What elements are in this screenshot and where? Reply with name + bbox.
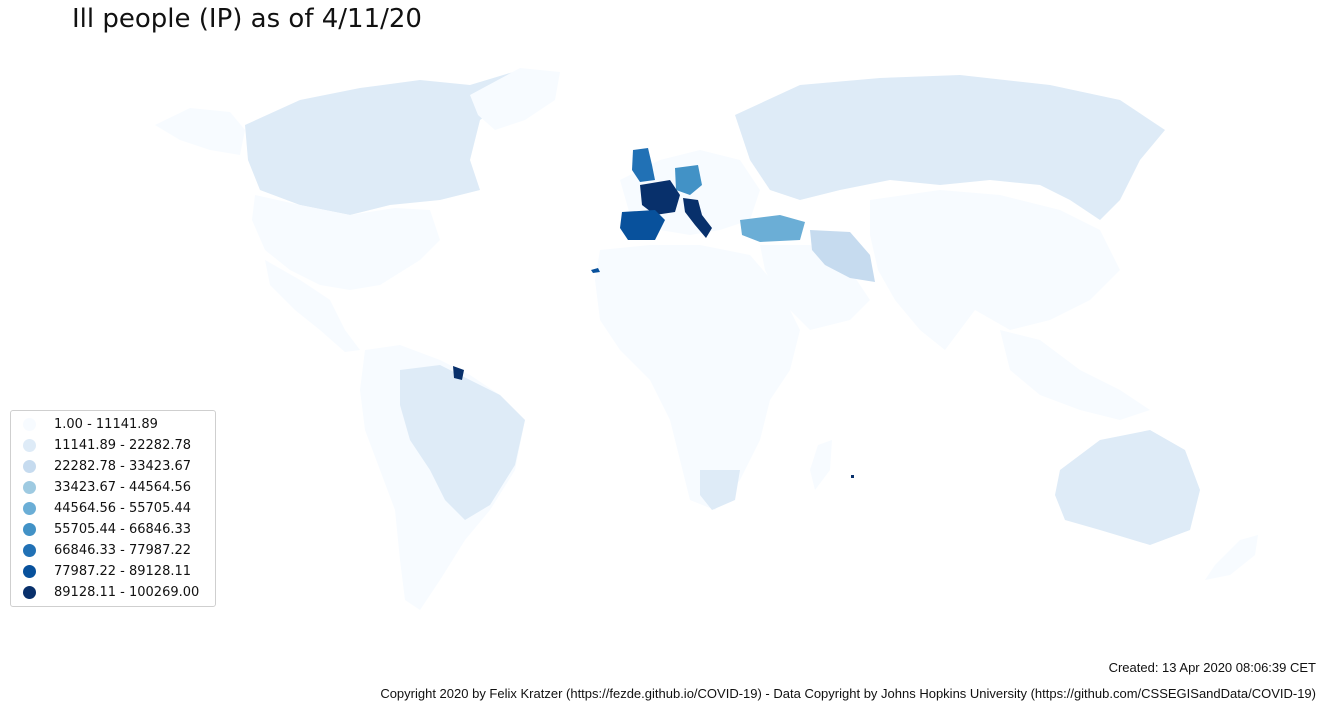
region-french-guiana [453,366,464,380]
map-legend: 1.00 - 11141.89 11141.89 - 22282.78 22282.… [10,410,216,607]
legend-swatch [23,460,36,473]
created-timestamp: Created: 13 Apr 2020 08:06:39 CET [1108,660,1316,675]
region-madagascar [810,440,832,490]
region-mexico [265,260,360,352]
legend-item: 66846.33 - 77987.22 [11,540,215,561]
legend-swatch [23,565,36,578]
legend-item: 33423.67 - 44564.56 [11,477,215,498]
legend-item: 44564.56 - 55705.44 [11,498,215,519]
legend-label: 55705.44 - 66846.33 [54,522,192,537]
legend-item: 11141.89 - 22282.78 [11,435,215,456]
legend-label: 44564.56 - 55705.44 [54,501,192,516]
region-reunion [851,475,854,478]
region-southeast-asia [1000,330,1150,420]
copyright-notice: Copyright 2020 by Felix Kratzer (https:/… [380,686,1316,701]
legend-label: 77987.22 - 89128.11 [54,564,192,579]
region-italy [683,198,712,238]
region-asia [870,190,1120,350]
region-iran [810,230,875,282]
legend-swatch [23,418,36,431]
region-canary-islands [591,268,600,273]
legend-swatch [23,481,36,494]
legend-item: 22282.78 - 33423.67 [11,456,215,477]
legend-label: 33423.67 - 44564.56 [54,480,192,495]
region-russia [735,75,1165,220]
legend-swatch [23,439,36,452]
region-alaska [155,108,245,155]
region-brazil [400,365,525,520]
region-germany [675,165,702,195]
legend-swatch [23,544,36,557]
region-canada [245,70,520,215]
legend-label: 11141.89 - 22282.78 [54,438,192,453]
legend-label: 1.00 - 11141.89 [54,417,158,432]
region-spain [620,210,665,240]
region-turkey [740,215,805,242]
legend-item: 1.00 - 11141.89 [11,414,215,435]
legend-label: 66846.33 - 77987.22 [54,543,192,558]
legend-item: 77987.22 - 89128.11 [11,561,215,582]
legend-item: 89128.11 - 100269.00 [11,582,215,603]
legend-swatch [23,502,36,515]
region-africa [595,245,800,510]
region-south-africa [700,470,740,510]
legend-label: 22282.78 - 33423.67 [54,459,192,474]
legend-swatch [23,523,36,536]
region-new-zealand [1205,535,1258,580]
region-australia [1055,430,1200,545]
region-uk [632,148,655,182]
map-title: Ill people (IP) as of 4/11/20 [72,4,422,34]
legend-label: 89128.11 - 100269.00 [54,585,200,600]
legend-item: 55705.44 - 66846.33 [11,519,215,540]
region-usa [252,195,440,290]
legend-swatch [23,586,36,599]
region-france [640,180,680,215]
region-greenland [470,68,560,130]
